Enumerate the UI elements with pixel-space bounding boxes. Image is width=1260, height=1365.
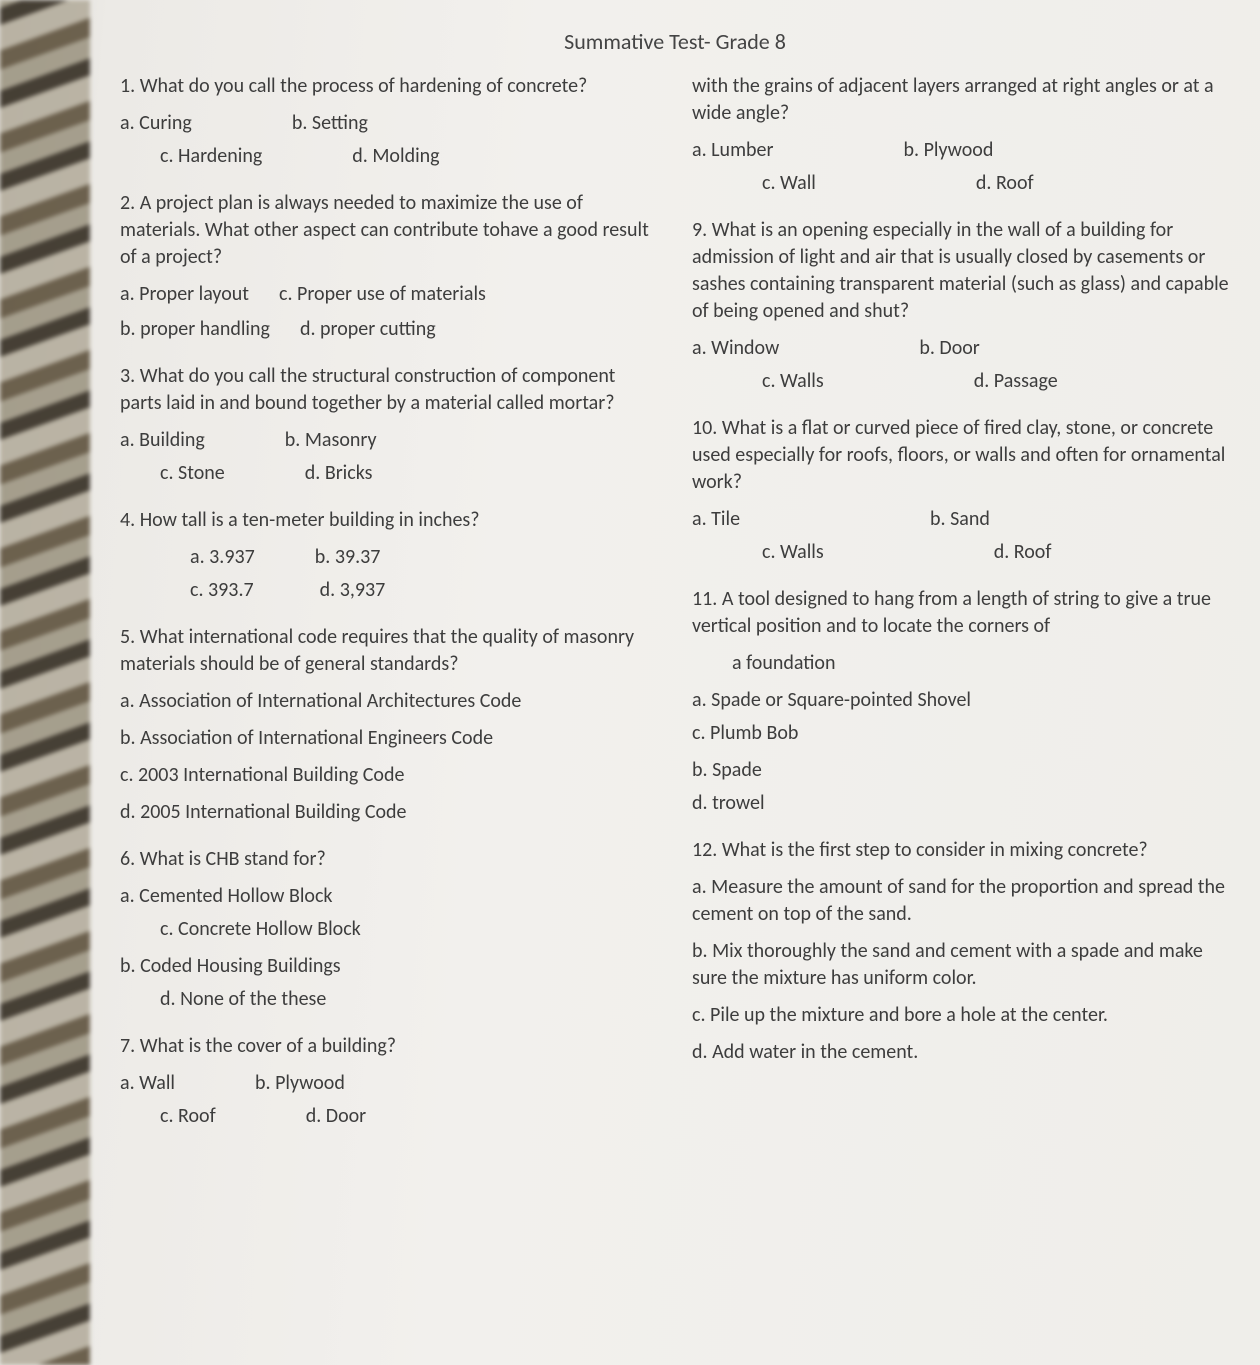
option-c: c. Pile up the mixture and bore a hole a… bbox=[692, 1002, 1230, 1029]
option-d: d. 2005 International Building Code bbox=[120, 799, 658, 826]
option-a: a. Proper layout bbox=[120, 281, 249, 308]
question-stem: 10. What is a flat or curved piece of fi… bbox=[692, 415, 1230, 496]
column-right: with the grains of adjacent layers arran… bbox=[692, 73, 1230, 1150]
columns: 1. What do you call the process of harde… bbox=[120, 73, 1230, 1150]
option-b: b. Door bbox=[919, 335, 979, 362]
option-b: b. Sand bbox=[930, 506, 990, 533]
question-stem-continuation: with the grains of adjacent layers arran… bbox=[692, 73, 1230, 127]
option-d: d. trowel bbox=[692, 790, 1230, 817]
column-left: 1. What do you call the process of harde… bbox=[120, 73, 658, 1150]
option-a: a. Cemented Hollow Block bbox=[120, 883, 658, 910]
question-1: 1. What do you call the process of harde… bbox=[120, 73, 658, 170]
option-a: a. Wall bbox=[120, 1070, 175, 1097]
question-stem: 7. What is the cover of a building? bbox=[120, 1033, 658, 1060]
question-fragment: a foundation bbox=[692, 650, 1230, 677]
option-c: c. 393.7 bbox=[190, 577, 254, 604]
option-a: a. Window bbox=[692, 335, 779, 362]
question-10: 10. What is a flat or curved piece of fi… bbox=[692, 415, 1230, 566]
option-a: a. Association of International Architec… bbox=[120, 688, 658, 715]
option-a: a. Measure the amount of sand for the pr… bbox=[692, 874, 1230, 928]
question-5: 5. What international code requires that… bbox=[120, 624, 658, 826]
option-c: c. 2003 International Building Code bbox=[120, 762, 658, 789]
option-c: c. Wall bbox=[762, 170, 816, 197]
question-9: 9. What is an opening especially in the … bbox=[692, 217, 1230, 395]
option-b: b. proper handling bbox=[120, 316, 270, 343]
question-4: 4. How tall is a ten-meter building in i… bbox=[120, 507, 658, 604]
option-a: a. Curing bbox=[120, 110, 192, 137]
option-b: b. Masonry bbox=[285, 427, 377, 454]
option-c: c. Hardening bbox=[160, 143, 262, 170]
option-c: c. Roof bbox=[160, 1103, 216, 1130]
option-b: b. Plywood bbox=[903, 137, 993, 164]
question-11: 11. A tool designed to hang from a lengt… bbox=[692, 586, 1230, 817]
option-c: c. Plumb Bob bbox=[692, 720, 1230, 747]
question-7: 7. What is the cover of a building? a. W… bbox=[120, 1033, 658, 1130]
option-d: d. Door bbox=[306, 1103, 366, 1130]
option-d: d. Roof bbox=[976, 170, 1034, 197]
question-3: 3. What do you call the structural const… bbox=[120, 363, 658, 487]
question-8-fragment: with the grains of adjacent layers arran… bbox=[692, 73, 1230, 197]
option-c: c. Concrete Hollow Block bbox=[120, 916, 658, 943]
question-stem: 5. What international code requires that… bbox=[120, 624, 658, 678]
option-c: c. Walls bbox=[762, 539, 824, 566]
option-b: b. Association of International Engineer… bbox=[120, 725, 658, 752]
option-a: a. Spade or Square-pointed Shovel bbox=[692, 687, 1230, 714]
question-12: 12. What is the first step to consider i… bbox=[692, 837, 1230, 1066]
question-6: 6. What is CHB stand for? a. Cemented Ho… bbox=[120, 846, 658, 1013]
option-d: d. Passage bbox=[974, 368, 1058, 395]
page: Summative Test- Grade 8 1. What do you c… bbox=[0, 0, 1260, 1365]
photo-edge-decoration bbox=[0, 0, 90, 1365]
question-stem: 1. What do you call the process of harde… bbox=[120, 73, 658, 100]
option-c: c. Stone bbox=[160, 460, 225, 487]
option-d: d. Molding bbox=[352, 143, 439, 170]
option-a: a. Building bbox=[120, 427, 205, 454]
option-d: d. 3,937 bbox=[320, 577, 386, 604]
option-d: d. Roof bbox=[994, 539, 1052, 566]
option-b: b. Mix thoroughly the sand and cement wi… bbox=[692, 938, 1230, 992]
question-stem: 12. What is the first step to consider i… bbox=[692, 837, 1230, 864]
option-b: b. Coded Housing Buildings bbox=[120, 953, 658, 980]
question-stem: 2. A project plan is always needed to ma… bbox=[120, 190, 658, 271]
option-d: d. proper cutting bbox=[300, 316, 436, 343]
option-a: a. 3.937 bbox=[190, 544, 255, 571]
question-stem: 6. What is CHB stand for? bbox=[120, 846, 658, 873]
option-b: b. Setting bbox=[292, 110, 368, 137]
question-stem: 11. A tool designed to hang from a lengt… bbox=[692, 586, 1230, 640]
option-b: b. Spade bbox=[692, 757, 1230, 784]
option-d: d. Add water in the cement. bbox=[692, 1039, 1230, 1066]
option-a: a. Lumber bbox=[692, 137, 773, 164]
question-2: 2. A project plan is always needed to ma… bbox=[120, 190, 658, 343]
option-b: b. 39.37 bbox=[315, 544, 381, 571]
question-stem: 4. How tall is a ten-meter building in i… bbox=[120, 507, 658, 534]
option-d: d. Bricks bbox=[305, 460, 373, 487]
question-stem: 3. What do you call the structural const… bbox=[120, 363, 658, 417]
option-c: c. Walls bbox=[762, 368, 824, 395]
worksheet: Summative Test- Grade 8 1. What do you c… bbox=[90, 0, 1260, 1365]
question-stem: 9. What is an opening especially in the … bbox=[692, 217, 1230, 325]
option-d: d. None of the these bbox=[120, 986, 658, 1013]
option-a: a. Tile bbox=[692, 506, 740, 533]
option-b: b. Plywood bbox=[255, 1070, 345, 1097]
option-c: c. Proper use of materials bbox=[279, 281, 486, 308]
worksheet-title: Summative Test- Grade 8 bbox=[120, 28, 1230, 55]
